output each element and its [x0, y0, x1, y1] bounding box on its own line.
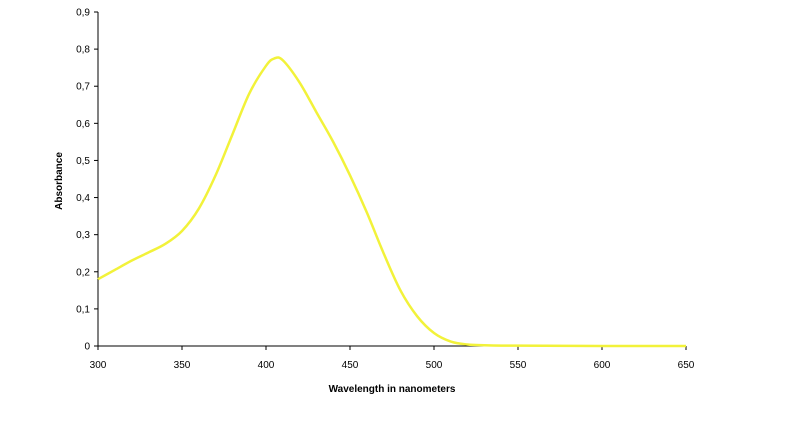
- x-axis-label: Wavelength in nanometers: [329, 384, 456, 395]
- series-layer: [97, 56, 687, 348]
- y-tick-label: 0: [84, 342, 90, 353]
- y-tick-label: 0,2: [76, 267, 90, 278]
- y-tick-label: 0,3: [76, 230, 90, 241]
- x-tick-label: 500: [426, 360, 443, 371]
- axes: [97, 12, 686, 347]
- y-tick-label: 0,6: [76, 119, 90, 130]
- y-tick-label: 0,1: [76, 304, 90, 315]
- y-tick-label: 0,7: [76, 82, 90, 93]
- x-tick-label: 600: [594, 360, 611, 371]
- x-tick-label: 300: [90, 360, 107, 371]
- absorbance-series-line: [97, 56, 687, 348]
- y-axis-ticks: 0 0,1 0,2 0,3 0,4 0,5 0,6 0,7 0,8 0,9: [76, 8, 98, 353]
- y-tick-label: 0,4: [76, 193, 90, 204]
- x-tick-label: 650: [678, 360, 695, 371]
- y-axis-label: Absorbance: [54, 152, 65, 210]
- y-tick-label: 0,8: [76, 45, 90, 56]
- y-tick-label: 0,5: [76, 156, 90, 167]
- x-tick-label: 400: [258, 360, 275, 371]
- y-tick-label: 0,9: [76, 8, 90, 19]
- x-tick-label: 550: [510, 360, 527, 371]
- x-axis-ticks: 300 350 400 450 500 550 600 650: [90, 346, 695, 371]
- x-tick-label: 450: [342, 360, 359, 371]
- x-tick-label: 350: [174, 360, 191, 371]
